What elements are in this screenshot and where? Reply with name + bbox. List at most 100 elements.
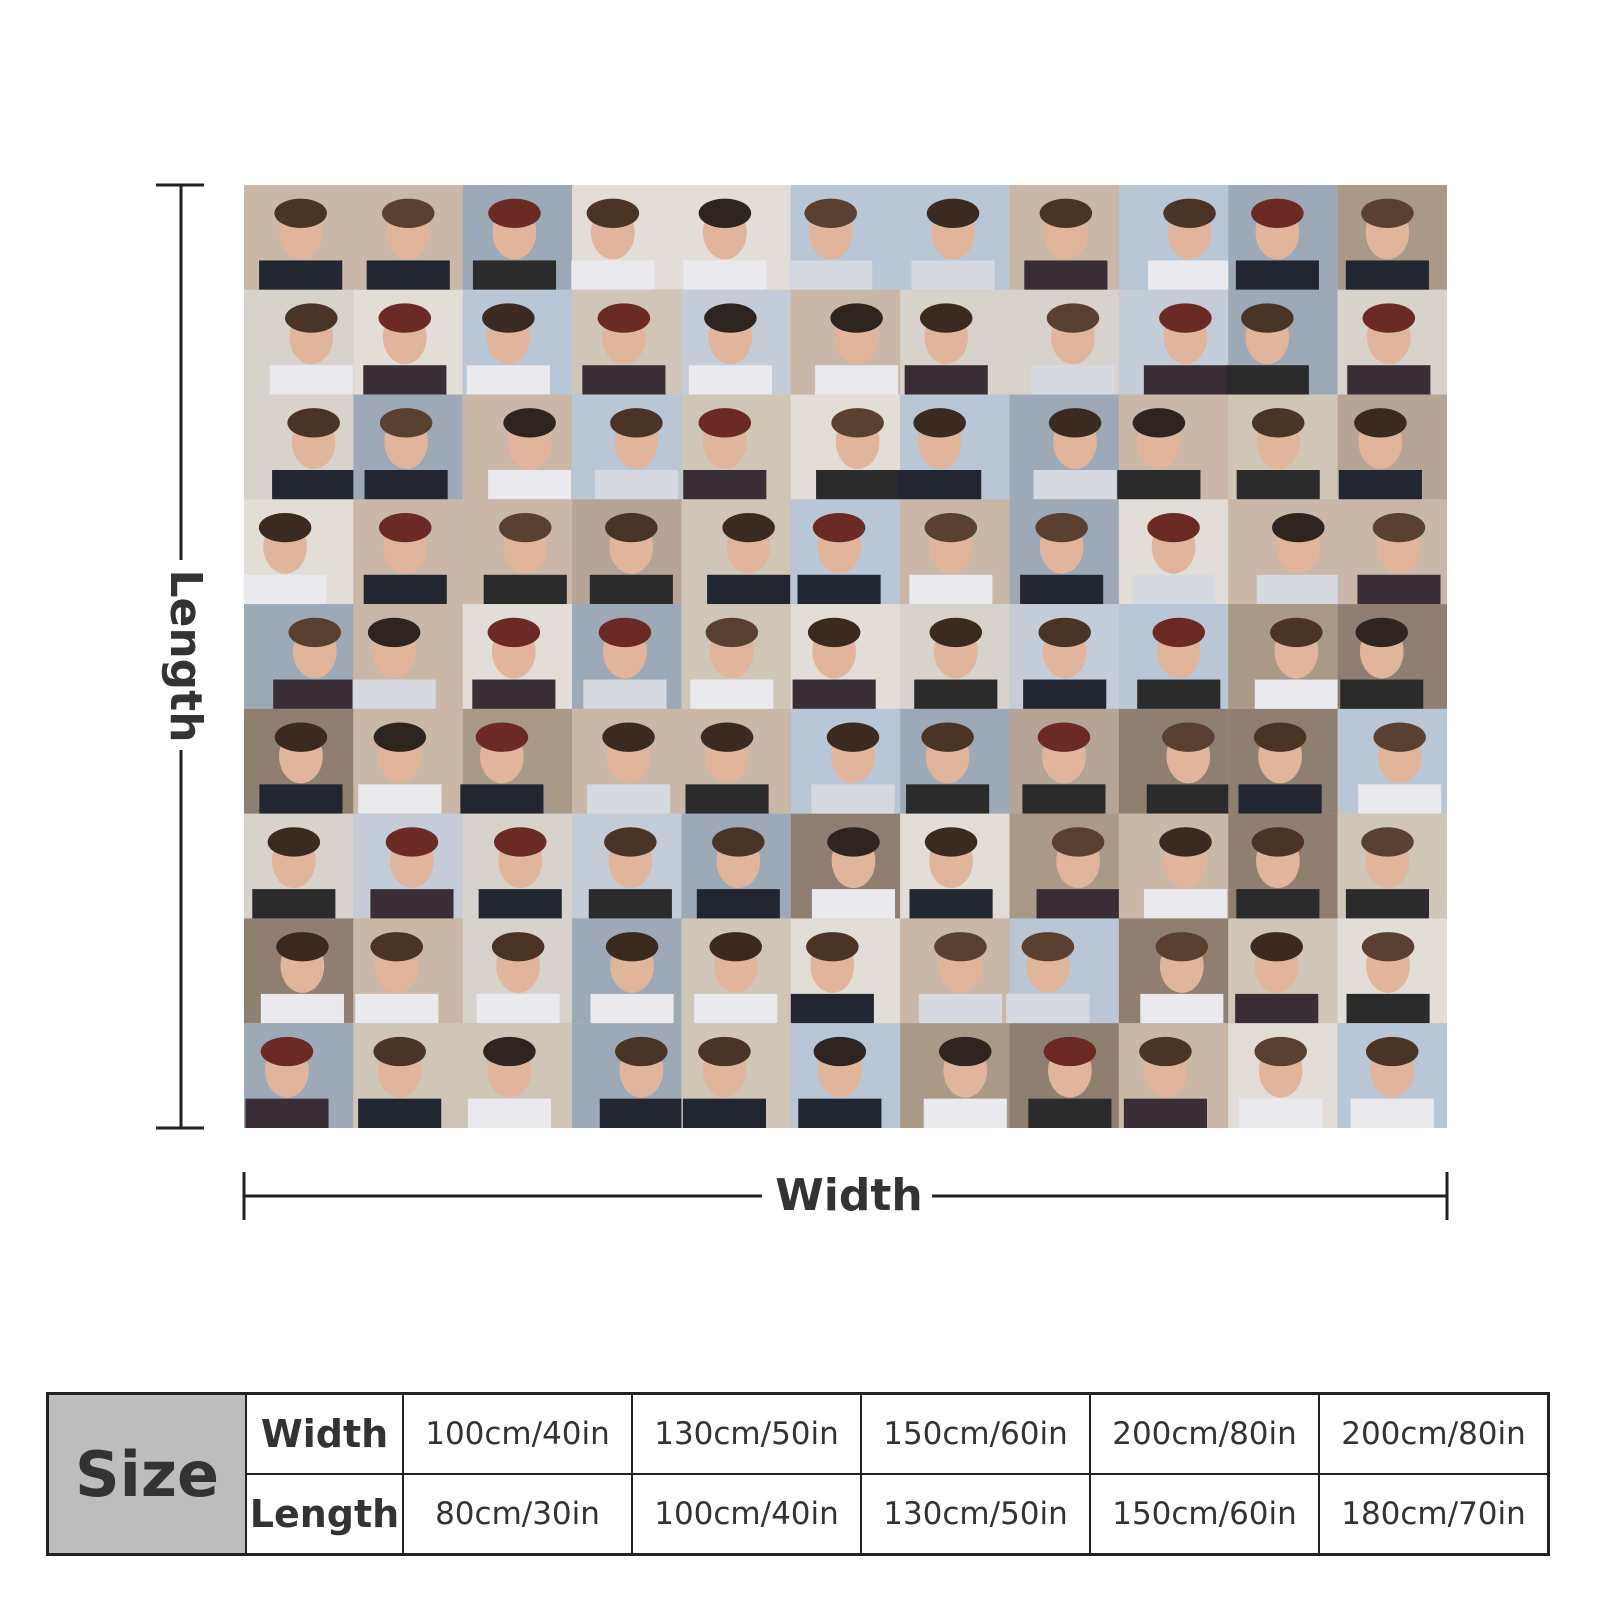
print-tile	[586, 784, 671, 814]
print-tile	[1251, 827, 1305, 857]
print-tile	[1006, 993, 1090, 1024]
dimension-lines	[156, 183, 1449, 1220]
print-tile	[467, 1098, 551, 1128]
print-tile	[269, 365, 353, 395]
print-tile	[1235, 993, 1319, 1024]
print-tile	[605, 932, 659, 962]
print-tile	[683, 260, 767, 290]
print-tile	[1238, 784, 1322, 814]
print-tile	[373, 722, 427, 752]
row-label: Length	[245, 1473, 404, 1556]
print-tile	[1250, 932, 1303, 962]
print-tile	[911, 260, 995, 290]
print-tile	[260, 993, 344, 1024]
print-tile	[898, 469, 982, 500]
print-tile	[909, 574, 993, 605]
print-tile	[698, 408, 752, 438]
print-tile	[1048, 408, 1102, 438]
print-tile	[498, 512, 552, 543]
print-tile	[382, 198, 435, 228]
print-tile	[589, 574, 673, 605]
print-tile	[1024, 260, 1108, 290]
print-tile	[370, 889, 454, 919]
cell: 80cm/30in	[402, 1473, 633, 1556]
print-tile	[1251, 198, 1304, 228]
print-tile	[683, 469, 767, 500]
print-tile	[594, 469, 678, 500]
row-label: Width	[245, 1392, 404, 1475]
print-tile	[472, 260, 557, 290]
print-tile	[1338, 469, 1422, 500]
print-tile	[274, 198, 327, 228]
print-tile	[929, 617, 983, 648]
print-tile	[1357, 574, 1441, 605]
print-tile	[1132, 408, 1186, 438]
print-tile	[378, 303, 432, 333]
print-tile	[1021, 932, 1075, 962]
print-tile	[273, 679, 357, 709]
print-tile	[926, 198, 980, 228]
print-tile	[1020, 574, 1104, 605]
print-tile	[1241, 303, 1294, 333]
print-tile	[1117, 469, 1201, 500]
print-tile	[815, 365, 899, 395]
print-tile	[798, 1098, 882, 1128]
print-tile	[379, 408, 433, 438]
print-tile	[604, 827, 657, 857]
print-tile	[705, 617, 759, 648]
print-tile	[704, 303, 757, 333]
cell: 130cm/50in	[631, 1392, 862, 1475]
print-tile	[610, 408, 663, 438]
print-tile	[904, 365, 988, 395]
print-tile	[478, 889, 562, 919]
print-tile	[586, 198, 640, 228]
table-row: Length 80cm/30in 100cm/40in 130cm/50in 1…	[48, 1473, 1550, 1556]
print-tile	[826, 722, 880, 752]
print-tile	[1146, 784, 1230, 814]
print-tile	[483, 574, 567, 605]
print-tile	[813, 1036, 867, 1067]
print-tile	[919, 303, 973, 333]
print-tile	[272, 469, 356, 500]
print-tile	[804, 198, 857, 228]
cell: 200cm/80in	[1318, 1392, 1550, 1475]
size-table: Size Width 100cm/40in 130cm/50in 150cm/6…	[46, 1392, 1550, 1556]
print-tile	[1131, 574, 1216, 605]
print-tile	[1355, 617, 1409, 648]
print-tile	[472, 679, 556, 709]
print-tile	[1143, 889, 1228, 919]
print-tile	[358, 1098, 442, 1128]
print-tile	[258, 512, 312, 543]
print-tile	[1270, 617, 1323, 648]
width-label: Width	[775, 1170, 922, 1221]
print-tile	[1361, 932, 1415, 962]
print-tile	[364, 469, 448, 500]
print-tile	[590, 993, 674, 1024]
print-tile	[1147, 512, 1200, 543]
print-tile	[1036, 889, 1120, 919]
print-tile	[934, 932, 987, 962]
table-row: Size Width 100cm/40in 130cm/50in 150cm/6…	[46, 1392, 1550, 1556]
print-tile	[475, 722, 529, 752]
print-tile	[588, 889, 672, 919]
print-tile	[1345, 260, 1429, 290]
print-tile	[367, 617, 421, 648]
print-tile	[1361, 198, 1414, 228]
print-tile	[709, 932, 762, 962]
print-tile	[1256, 574, 1340, 605]
print-tile	[571, 260, 655, 290]
print-tile	[363, 574, 447, 605]
print-tile	[598, 617, 652, 648]
print-tile	[1033, 469, 1117, 500]
print-tile	[260, 1036, 314, 1067]
print-tile	[830, 303, 883, 333]
print-tile	[483, 1036, 536, 1067]
print-tile	[1239, 1098, 1323, 1128]
print-tile	[792, 679, 876, 709]
print-tile	[491, 932, 545, 962]
print-tile	[696, 889, 780, 919]
print-tile	[1152, 617, 1206, 648]
print-tile	[921, 722, 974, 752]
cell: 150cm/60in	[1089, 1473, 1320, 1556]
print-tile	[288, 617, 342, 648]
